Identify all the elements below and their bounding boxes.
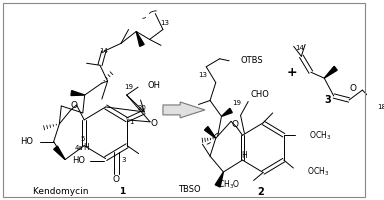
Text: 14: 14 bbox=[295, 45, 304, 51]
Text: Kendomycin: Kendomycin bbox=[33, 187, 91, 196]
Text: OH: OH bbox=[148, 81, 161, 90]
Text: HO: HO bbox=[20, 137, 33, 146]
Polygon shape bbox=[163, 102, 205, 118]
Text: 3: 3 bbox=[122, 157, 126, 163]
Polygon shape bbox=[136, 31, 144, 46]
Text: 3: 3 bbox=[325, 95, 331, 105]
Text: 18: 18 bbox=[377, 104, 384, 110]
Polygon shape bbox=[324, 66, 337, 78]
Polygon shape bbox=[71, 91, 85, 96]
Text: +: + bbox=[286, 66, 297, 79]
Text: O: O bbox=[349, 84, 356, 93]
Text: 13: 13 bbox=[198, 72, 207, 78]
Text: 19: 19 bbox=[232, 100, 241, 106]
Text: H: H bbox=[83, 143, 89, 152]
Text: 5: 5 bbox=[80, 136, 84, 142]
Text: CH$_3$O: CH$_3$O bbox=[218, 178, 240, 191]
Text: OCH$_3$: OCH$_3$ bbox=[309, 129, 331, 142]
Text: O: O bbox=[151, 119, 157, 128]
Text: O: O bbox=[70, 101, 77, 110]
Text: 20: 20 bbox=[137, 105, 146, 111]
Text: TBSO: TBSO bbox=[178, 185, 200, 194]
Polygon shape bbox=[54, 146, 65, 160]
Text: H: H bbox=[242, 151, 247, 160]
Text: 2: 2 bbox=[257, 187, 264, 197]
Text: OTBS: OTBS bbox=[241, 56, 263, 65]
Text: O: O bbox=[231, 120, 238, 129]
Text: 4a: 4a bbox=[75, 145, 84, 151]
Polygon shape bbox=[215, 172, 223, 187]
Text: CHO: CHO bbox=[250, 90, 269, 99]
Text: HO: HO bbox=[73, 156, 86, 165]
Text: 14: 14 bbox=[99, 48, 108, 54]
Text: 19: 19 bbox=[124, 84, 133, 90]
Polygon shape bbox=[205, 127, 216, 138]
Text: 1: 1 bbox=[119, 187, 125, 196]
Text: 1: 1 bbox=[130, 119, 134, 125]
Polygon shape bbox=[222, 108, 232, 116]
Text: OCH$_3$: OCH$_3$ bbox=[307, 166, 329, 178]
Text: 13: 13 bbox=[161, 20, 169, 26]
Text: O: O bbox=[113, 175, 120, 184]
